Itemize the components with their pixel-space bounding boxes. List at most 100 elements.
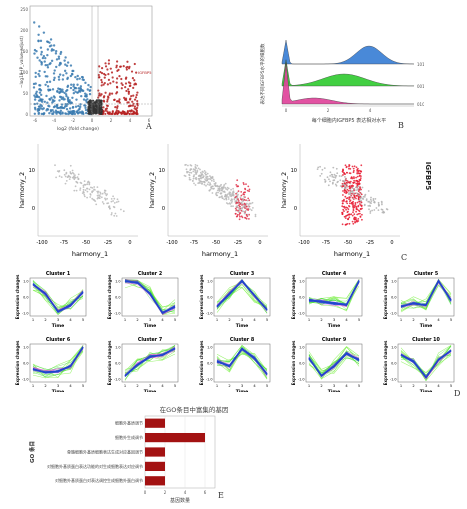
umap-cell — [220, 192, 223, 195]
volcano-point — [43, 100, 47, 103]
umap-cell — [346, 207, 349, 209]
umap-cell — [94, 189, 96, 191]
volcano-point — [54, 109, 58, 112]
umap-cell — [240, 201, 243, 204]
cluster-x-label: Time — [144, 323, 157, 329]
volcano-point — [100, 84, 103, 87]
volcano-point — [88, 92, 92, 96]
volcano-point — [63, 91, 66, 95]
umap-cell — [230, 198, 233, 201]
volcano-point — [106, 98, 109, 101]
cluster-y-tick: 1.0 — [23, 279, 28, 283]
volcano-point — [128, 112, 131, 116]
volcano-point — [127, 88, 130, 91]
cluster-title: Cluster 6 — [46, 337, 71, 343]
cluster-x-tick: 4 — [253, 384, 256, 388]
volcano-point — [115, 110, 118, 113]
cluster-x-tick: 5 — [450, 384, 452, 388]
umap-cell — [199, 168, 201, 171]
umap-cell — [319, 165, 321, 168]
umap-cell — [197, 167, 200, 170]
umap-cell — [189, 169, 192, 172]
umap-cell — [351, 165, 354, 168]
umap-cell — [345, 208, 347, 211]
cluster-x-label: Time — [328, 389, 341, 392]
umap-cell — [362, 195, 365, 198]
volcano-point — [52, 72, 56, 75]
umap-cell — [69, 176, 72, 179]
umap-cell — [373, 209, 376, 211]
volcano-point — [69, 101, 72, 104]
umap-cell — [329, 171, 332, 174]
cluster-x-tick: 1 — [124, 384, 126, 388]
umap-cell — [338, 175, 341, 177]
volcano-point — [63, 69, 67, 73]
volcano-point — [113, 112, 116, 116]
umap-cell — [110, 212, 113, 214]
umap-cell — [244, 216, 246, 219]
umap-cell — [353, 179, 355, 182]
umap-cell — [219, 185, 222, 187]
volcano-point — [62, 106, 66, 110]
umap-cell — [239, 215, 241, 218]
volcano-point — [118, 98, 121, 101]
volcano-point — [72, 88, 75, 92]
umap-cell — [356, 169, 359, 171]
umap-cell — [199, 171, 202, 174]
umap-cell — [346, 197, 349, 199]
volcano-point — [117, 109, 120, 113]
umap-cell — [349, 202, 351, 205]
volcano-point — [65, 94, 68, 98]
umap-cell — [235, 195, 238, 198]
volcano-point — [71, 105, 75, 109]
umap-cell — [360, 201, 363, 204]
umap-cell — [248, 218, 250, 220]
umap-cell — [90, 186, 92, 189]
umap-cell — [355, 180, 357, 182]
volcano-point — [44, 75, 48, 78]
volcano-point — [78, 107, 81, 110]
go-category-label: 对细胞外基质蛋白对表达调控生成细胞外蛋白调节 — [55, 477, 143, 483]
umap-cell — [344, 178, 347, 180]
volcano-point — [100, 78, 103, 82]
volcano-point — [60, 103, 64, 106]
umap-cell — [237, 206, 240, 209]
umap-y-tick: 10 — [29, 168, 35, 174]
cluster-y-tick: -1.0 — [390, 377, 397, 381]
umap-cell — [113, 202, 116, 204]
umap-cell — [359, 212, 361, 215]
volcano-point — [89, 112, 92, 115]
cluster-x-tick: 1 — [216, 384, 218, 388]
cluster-centroid — [32, 283, 84, 313]
cluster-title: Cluster 2 — [138, 271, 162, 277]
umap-cell — [357, 187, 359, 190]
umap-cell — [235, 192, 237, 195]
umap-cell — [63, 173, 66, 176]
umap-cell — [223, 191, 226, 193]
umap-cell — [192, 168, 195, 171]
volcano-point — [40, 53, 43, 56]
umap-cell — [204, 173, 207, 176]
umap-cell — [353, 204, 355, 207]
cluster-title: Cluster 8 — [230, 337, 255, 343]
volcano-y-tick: 250 — [20, 7, 28, 12]
umap-cell — [194, 184, 197, 186]
umap-cell — [370, 200, 373, 202]
umap-cell — [354, 221, 356, 224]
cluster-y-label: Expression changes — [199, 274, 204, 319]
volcano-x-label: log2 (fold change) — [57, 126, 99, 132]
volcano-point — [69, 110, 72, 113]
volcano-point — [38, 105, 41, 108]
cluster-line — [124, 345, 176, 373]
volcano-x-tick: 0 — [91, 118, 94, 123]
umap-cell — [73, 189, 76, 192]
umap-cell — [348, 181, 351, 184]
umap-cell — [341, 223, 344, 226]
cluster-line — [32, 345, 84, 378]
cluster-x-tick: 4 — [161, 318, 164, 322]
cluster-panel: Cluster 7 1 2 3 4 5 1.0 0.0 -1.0 Time Expression c… — [107, 337, 179, 392]
volcano-point — [68, 107, 72, 110]
volcano-point — [92, 99, 95, 102]
umap-x-tick: 0 — [128, 240, 131, 246]
volcano-point — [48, 45, 52, 48]
